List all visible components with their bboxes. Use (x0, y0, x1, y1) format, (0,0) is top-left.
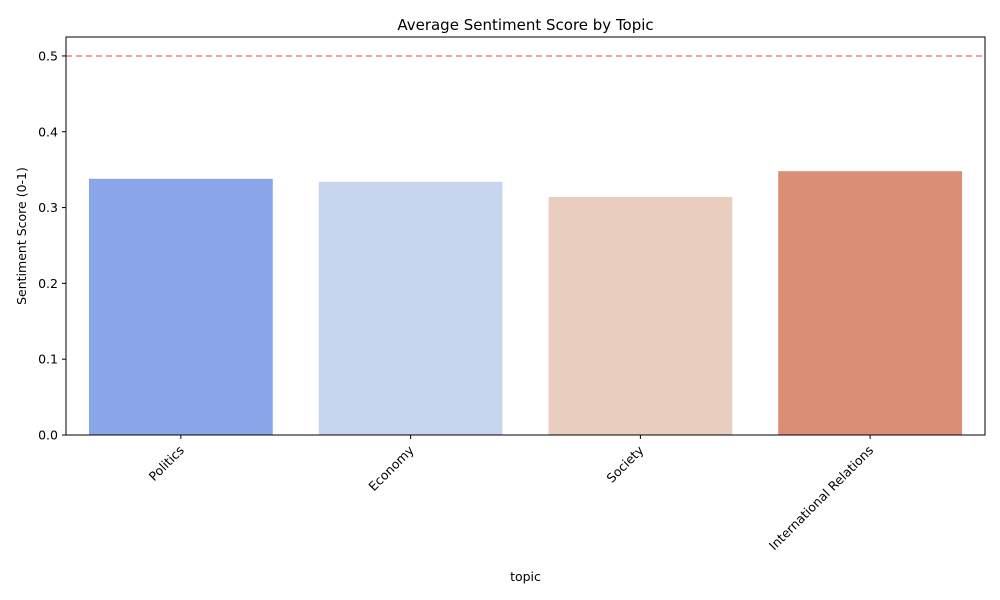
y-tick-label: 0.1 (38, 352, 58, 367)
y-axis-title: Sentiment Score (0-1) (14, 167, 29, 305)
y-tick-label: 0.0 (38, 428, 58, 443)
plot-area (88, 171, 963, 436)
x-tick-label: International Relations (766, 443, 876, 553)
x-axis-title: topic (510, 569, 541, 584)
x-tick-label: Politics (146, 443, 187, 484)
y-tick-label: 0.5 (38, 48, 58, 63)
x-axis: Politics Economy Society International Rela… (146, 435, 876, 553)
x-tick-label: Society (603, 442, 647, 486)
y-tick-label: 0.4 (38, 124, 58, 139)
axes-frame (65, 36, 986, 436)
bar-society (548, 196, 733, 435)
bar-economy (318, 181, 503, 435)
bar-international-relations (778, 171, 963, 435)
y-tick-label: 0.3 (38, 200, 58, 215)
chart-title: Average Sentiment Score by Topic (397, 16, 653, 34)
y-axis: 0.0 0.1 0.2 0.3 0.4 0.5 (38, 48, 66, 443)
y-tick-label: 0.2 (38, 276, 58, 291)
bar-politics (88, 178, 273, 436)
x-tick-label: Economy (365, 442, 417, 494)
